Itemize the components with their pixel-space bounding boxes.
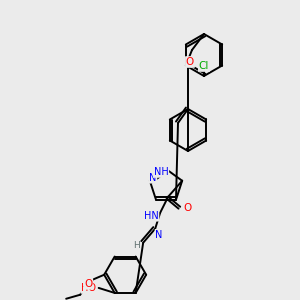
Text: N: N [155,230,163,240]
Text: Cl: Cl [199,61,209,71]
Text: O: O [186,57,194,67]
Text: HN: HN [144,211,158,221]
Text: H: H [133,241,140,250]
Text: HO: HO [81,283,96,293]
Text: NH: NH [154,167,168,177]
Text: N: N [149,173,157,183]
Text: O: O [183,203,191,213]
Text: O: O [84,279,92,289]
